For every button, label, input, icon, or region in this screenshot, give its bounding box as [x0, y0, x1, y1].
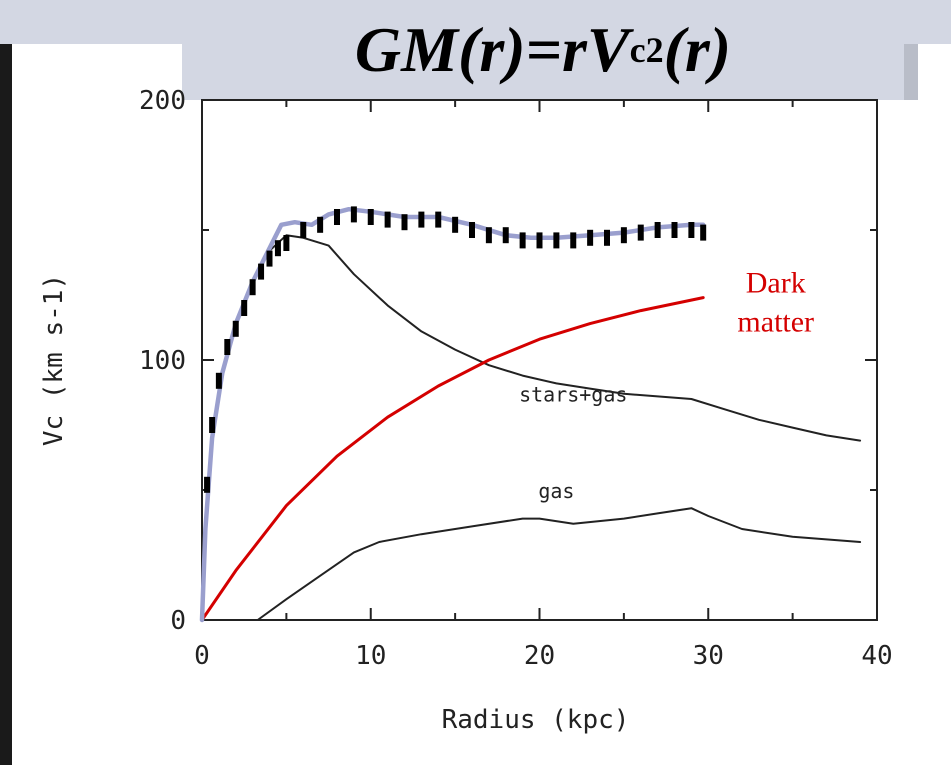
- observed-point: [418, 211, 425, 228]
- observed-point: [502, 227, 509, 244]
- annotation-stars-gas: stars+gas: [519, 383, 627, 407]
- observed-point: [209, 417, 216, 433]
- y-axis-label: Vc (km s-1): [39, 274, 69, 446]
- observed-point: [334, 209, 340, 225]
- y-tick-label: 200: [139, 86, 186, 116]
- observed-point: [469, 222, 475, 238]
- title-box-shadow: [904, 44, 918, 100]
- title-subscript: c: [629, 30, 646, 70]
- observed-point: [637, 224, 644, 241]
- observed-point: [700, 224, 707, 241]
- observed-point: [232, 320, 239, 337]
- observed-point: [587, 229, 594, 246]
- observed-point: [485, 227, 492, 244]
- x-tick-label: 0: [194, 641, 210, 671]
- observed-point: [350, 206, 357, 223]
- observed-point: [241, 300, 248, 316]
- observed-point: [224, 339, 231, 355]
- observed-point: [258, 263, 265, 280]
- observed-point: [367, 209, 374, 225]
- title-suffix: (r): [663, 14, 732, 85]
- observed-point: [536, 232, 543, 249]
- observed-point: [215, 372, 222, 389]
- observed-point: [519, 232, 526, 249]
- y-tick-label: 100: [139, 346, 186, 376]
- x-tick-label: 10: [355, 641, 386, 671]
- observed-point: [688, 222, 695, 238]
- dark-matter-label-bg: [707, 254, 844, 345]
- x-tick-label: 40: [861, 641, 892, 671]
- observed-point: [452, 216, 459, 233]
- observed-point: [266, 250, 273, 267]
- plot-frame: [201, 99, 878, 621]
- observed-point: [671, 222, 678, 238]
- observed-point: [570, 232, 577, 249]
- observed-point: [620, 227, 627, 244]
- observed-point: [654, 222, 661, 238]
- observed-point: [553, 232, 560, 249]
- slide-left-bar: [0, 0, 12, 765]
- observed-point: [300, 222, 307, 238]
- observed-point: [401, 214, 408, 231]
- observed-point: [283, 235, 290, 251]
- title-box: [182, 0, 904, 100]
- observed-point: [384, 211, 391, 228]
- title-superscript: 2: [645, 30, 664, 70]
- observed-point: [274, 240, 281, 257]
- x-tick-label: 30: [693, 641, 724, 671]
- annotation-gas: gas: [538, 479, 574, 503]
- observed-point: [204, 476, 211, 493]
- observed-point: [317, 216, 324, 233]
- chart-title: GM(r)=rV c 2 (r): [182, 0, 904, 100]
- series-dark-matter: [200, 296, 705, 622]
- observed-point: [249, 279, 256, 296]
- x-axis-label: Radius (kpc): [442, 705, 630, 735]
- annotation-matter: matter: [737, 305, 814, 338]
- observed-point: [435, 211, 442, 228]
- observed-point: [604, 229, 610, 246]
- annotation-dark: Dark: [746, 266, 806, 299]
- series-fit: [199, 206, 706, 623]
- series-gas: [256, 507, 862, 621]
- y-tick-label: 0: [170, 606, 186, 636]
- title-prefix: GM(r)=rV: [354, 14, 630, 85]
- x-tick-label: 20: [524, 641, 555, 671]
